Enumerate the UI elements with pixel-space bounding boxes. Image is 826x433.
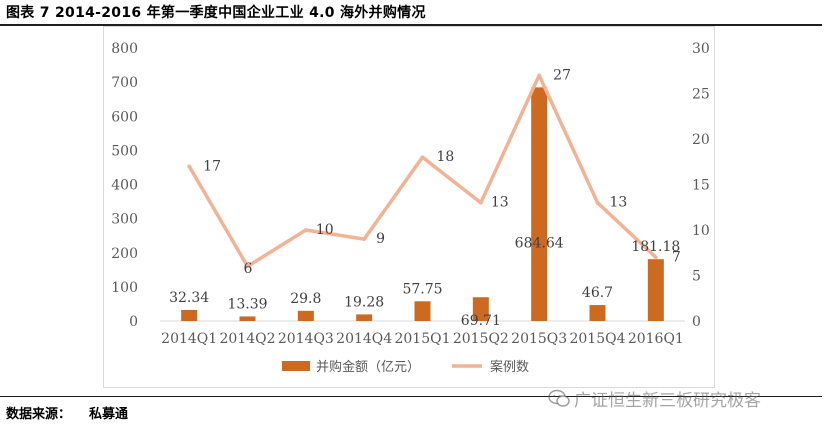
data-labels: 32.34 13.39 29.8 19.28 57.75 69.71 684.64 46.7 1…	[169, 67, 681, 329]
bar-series	[181, 87, 664, 321]
y-right-tick-label: 10	[692, 223, 710, 239]
bar	[647, 259, 664, 321]
line-point	[362, 237, 366, 241]
bar-data-label: 57.75	[402, 281, 442, 297]
wechat-icon	[548, 389, 570, 407]
source-label: 数据来源：	[6, 407, 72, 422]
x-tick-label: 2015Q4	[569, 331, 625, 347]
bar-data-label: 46.7	[582, 285, 613, 301]
line-path	[187, 73, 658, 269]
line-point	[479, 200, 483, 205]
y-left-tick-label: 400	[111, 178, 138, 194]
y-left-tick-label: 300	[111, 212, 138, 228]
line-point	[187, 164, 191, 169]
line-data-label: 13	[610, 195, 628, 211]
line-data-label: 10	[316, 222, 334, 238]
line-data-label: 6	[244, 261, 253, 277]
bar-data-label: 684.64	[515, 235, 564, 251]
legend-swatch-bar	[282, 361, 310, 371]
bar-data-label: 13.39	[227, 296, 267, 312]
y-right-tick-label: 15	[692, 178, 710, 194]
x-tick-label: 2014Q2	[219, 331, 275, 347]
bar	[239, 316, 256, 321]
source-value: 私募通	[89, 407, 129, 422]
line-point	[245, 264, 250, 269]
bar-data-label: 69.71	[461, 313, 501, 329]
chart-axes: 0 100 200 300 400 500 600 700 800 0 5 10 15 20 25 30 201…	[111, 41, 710, 347]
line-data-label: 27	[553, 67, 571, 83]
line-point	[654, 255, 658, 260]
bar	[589, 305, 606, 321]
bottom-rule	[0, 396, 822, 397]
x-tick-label: 2015Q1	[394, 331, 450, 347]
x-tick-label: 2014Q4	[336, 331, 392, 347]
bar	[181, 309, 198, 321]
line-point	[595, 200, 600, 205]
x-tick-label: 2014Q1	[161, 331, 217, 347]
bar	[472, 297, 489, 321]
bar	[531, 87, 548, 321]
x-tick-label: 2016Q1	[628, 331, 684, 347]
bar	[297, 310, 314, 321]
watermark-text: 广证恒生新三板研究极客	[574, 391, 761, 411]
bar	[356, 314, 373, 321]
line-data-label: 17	[203, 158, 221, 174]
line-data-label: 7	[672, 249, 681, 265]
bar-data-label: 32.34	[169, 290, 209, 306]
y-left-tick-label: 800	[111, 41, 138, 57]
x-tick-label: 2015Q3	[511, 331, 567, 347]
bar-data-label: 19.28	[344, 294, 384, 310]
y-right-tick-label: 30	[692, 41, 710, 57]
y-right-tick-label: 5	[692, 269, 701, 285]
x-tick-label: 2015Q2	[453, 331, 509, 347]
line-data-label: 9	[376, 231, 385, 247]
line-data-label: 18	[437, 149, 455, 165]
y-right-tick-label: 0	[692, 314, 701, 330]
y-left-tick-label: 200	[111, 246, 138, 262]
line-data-label: 13	[491, 195, 509, 211]
top-rule	[0, 24, 822, 26]
y-left-tick-label: 0	[129, 314, 138, 330]
watermark: 广证恒生新三板研究极客	[548, 386, 761, 411]
bar	[414, 301, 431, 321]
line-series	[187, 73, 658, 269]
line-point	[304, 228, 308, 232]
y-left-tick-label: 100	[111, 280, 138, 296]
y-right-tick-label: 25	[692, 87, 710, 103]
y-left-tick-label: 600	[111, 109, 138, 125]
y-right-tick-label: 20	[692, 132, 710, 148]
x-tick-label: 2014Q3	[278, 331, 334, 347]
y-left-tick-label: 700	[111, 75, 138, 91]
bar-data-label: 29.8	[290, 291, 321, 307]
figure-title: 图表 7 2014-2016 年第一季度中国企业工业 4.0 海外并购情况	[6, 5, 426, 21]
legend-label-bar: 并购金额（亿元）	[316, 359, 420, 375]
bar-data-label: 181.18	[631, 239, 680, 255]
chart-frame	[103, 26, 715, 388]
line-point	[537, 73, 541, 78]
y-left-tick-label: 500	[111, 143, 138, 159]
line-point	[420, 155, 425, 159]
legend-label-line: 案例数	[490, 360, 529, 375]
source-note: 数据来源： 私募通	[6, 403, 128, 422]
chart-legend: 并购金额（亿元） 案例数	[282, 359, 529, 375]
